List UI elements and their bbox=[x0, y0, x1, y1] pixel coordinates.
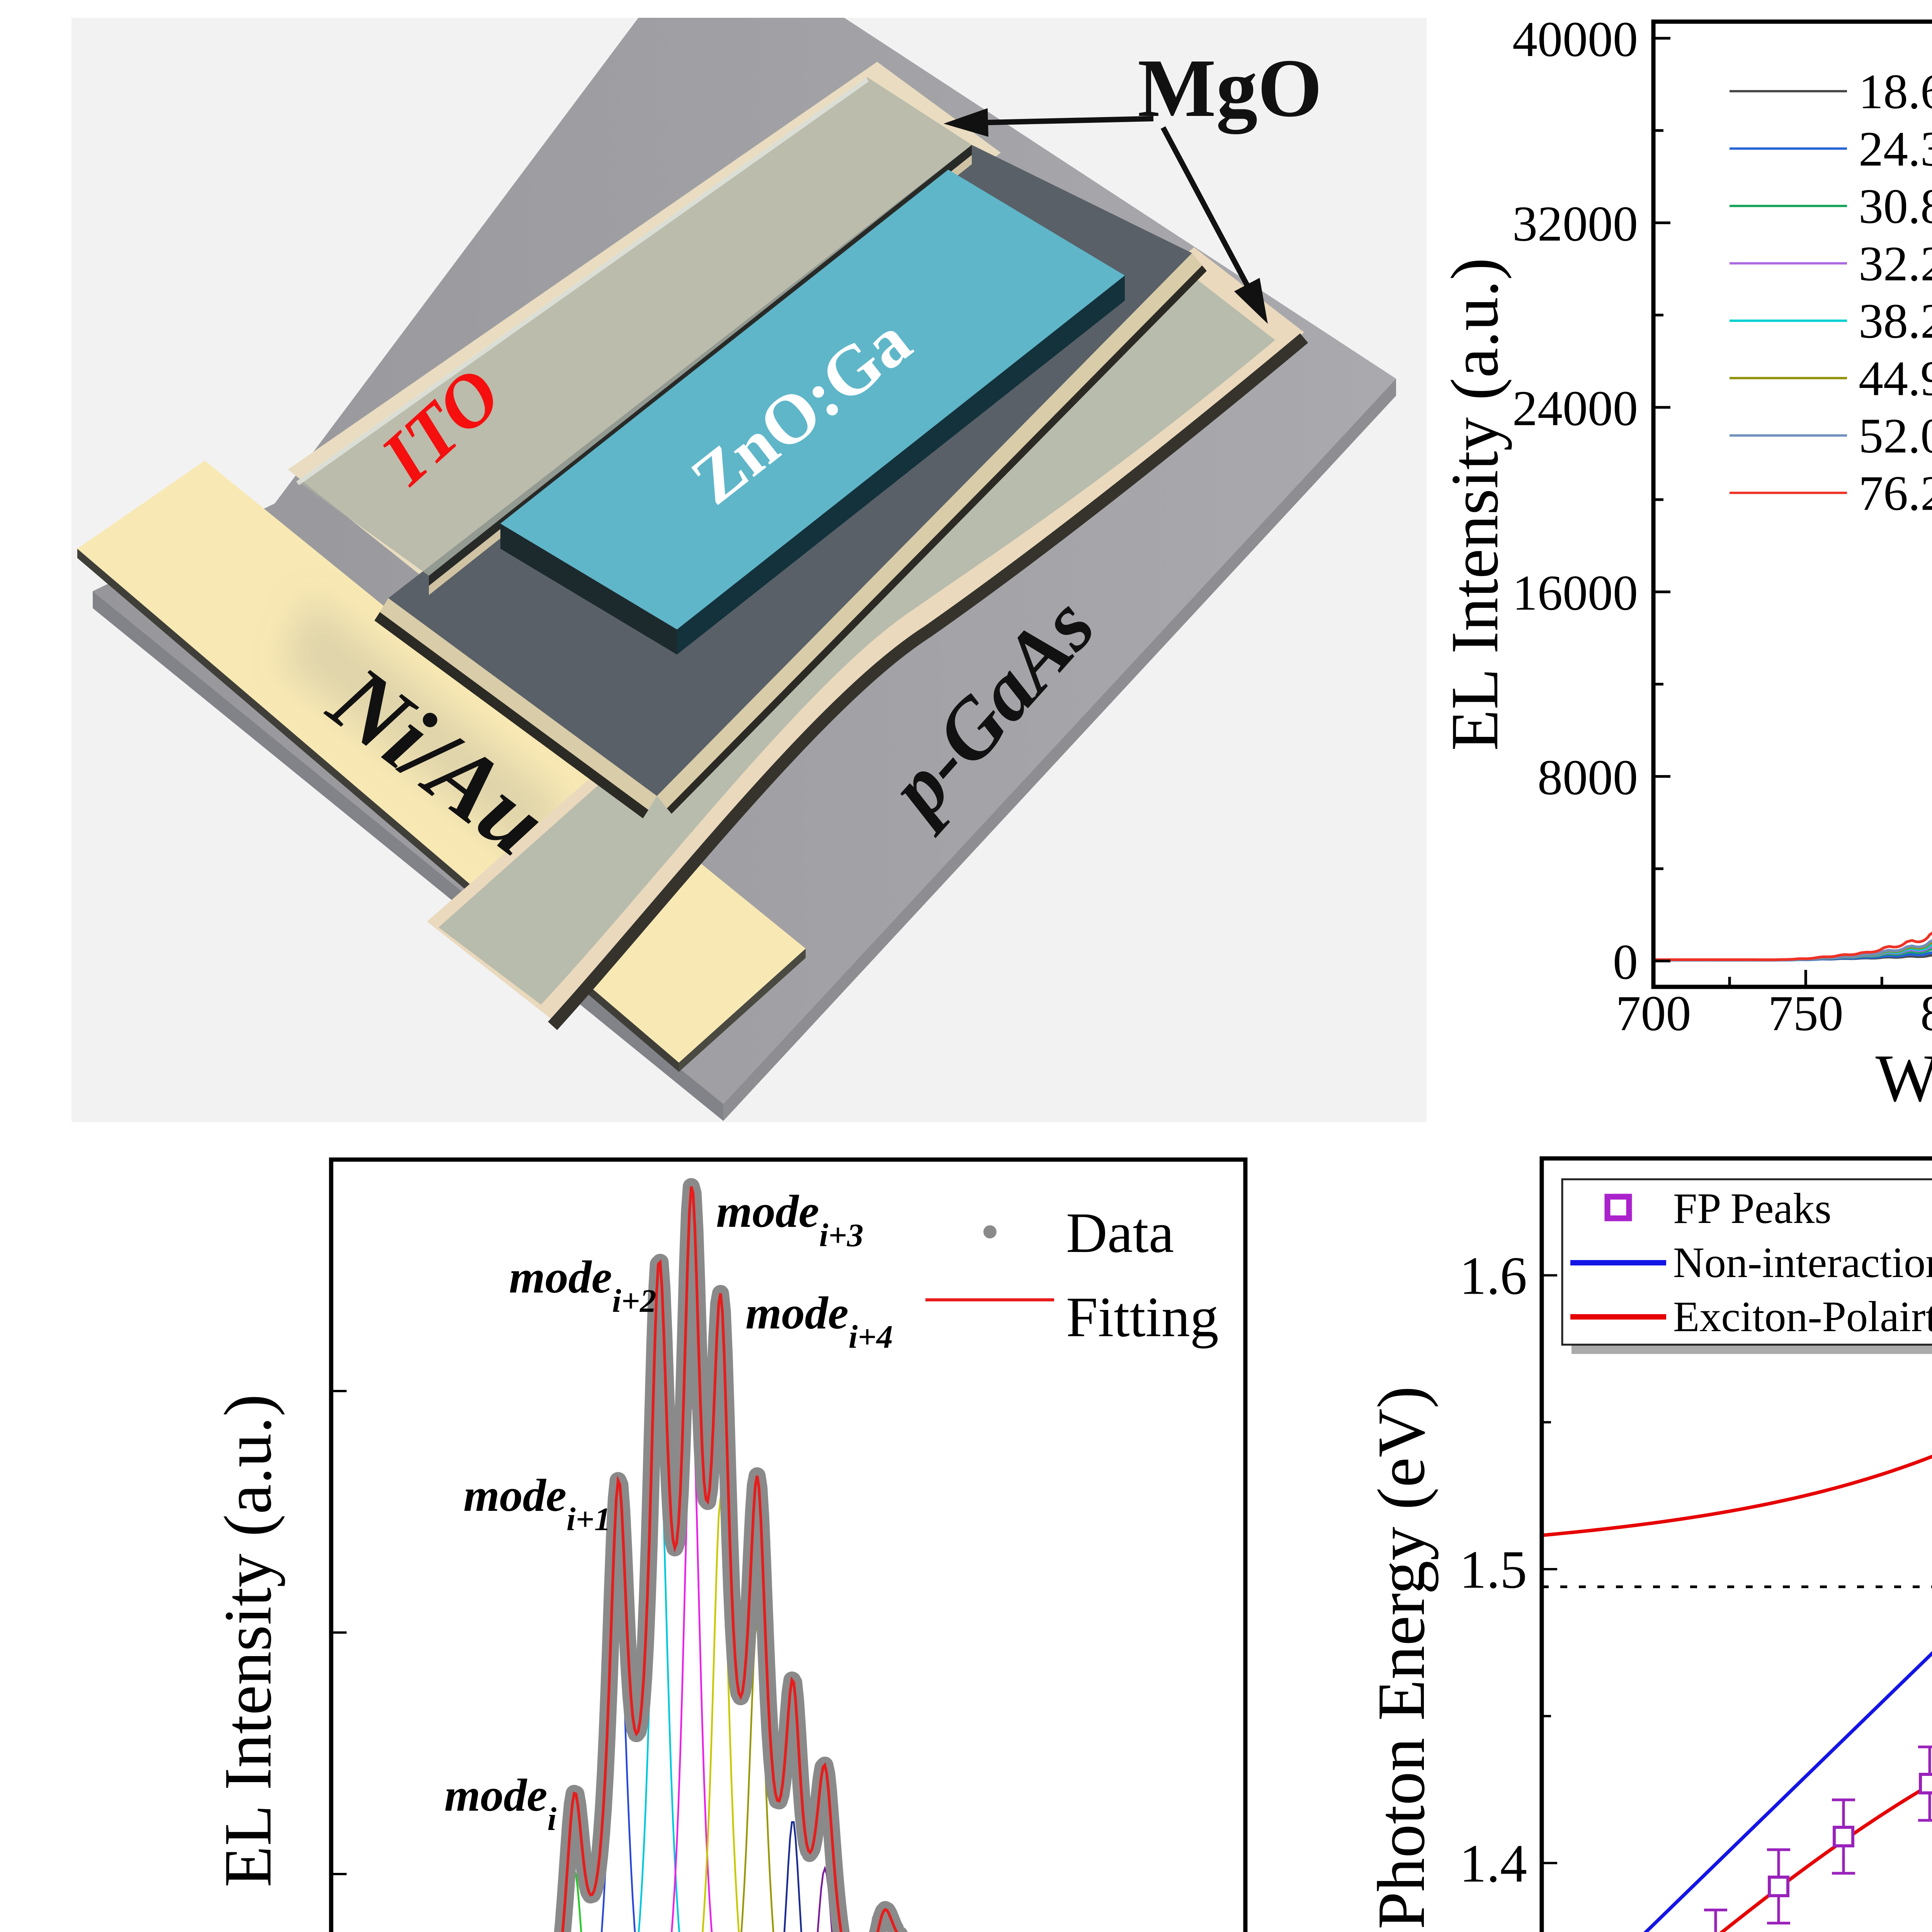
svg-text:EL Intensity (a.u.): EL Intensity (a.u.) bbox=[1437, 258, 1512, 751]
svg-text:FP Peaks: FP Peaks bbox=[1673, 1185, 1832, 1233]
svg-text:Photon Energy (eV): Photon Energy (eV) bbox=[1364, 1386, 1439, 1929]
svg-text:52.0 mA: 52.0 mA bbox=[1859, 408, 1932, 463]
svg-text:MgO: MgO bbox=[1138, 42, 1322, 134]
svg-text:750: 750 bbox=[1768, 986, 1844, 1041]
svg-text:1.5: 1.5 bbox=[1459, 1540, 1527, 1600]
svg-text:Data: Data bbox=[1066, 1201, 1174, 1265]
svg-text:Wavelength (nm): Wavelength (nm) bbox=[1876, 1041, 1932, 1116]
svg-text:Non-interaction: Non-interaction bbox=[1673, 1239, 1932, 1287]
svg-text:40000: 40000 bbox=[1512, 12, 1638, 67]
svg-text:EL Intensity (a.u.): EL Intensity (a.u.) bbox=[210, 1394, 285, 1887]
svg-text:24.3 mA: 24.3 mA bbox=[1859, 122, 1932, 177]
svg-text:24000: 24000 bbox=[1512, 381, 1638, 436]
svg-text:18.6 mA: 18.6 mA bbox=[1859, 64, 1932, 119]
svg-text:1.4: 1.4 bbox=[1459, 1834, 1527, 1894]
svg-text:30.8 mA: 30.8 mA bbox=[1859, 179, 1932, 234]
svg-text:76.2 mA: 76.2 mA bbox=[1859, 466, 1932, 521]
svg-text:32000: 32000 bbox=[1512, 196, 1638, 252]
svg-text:32.2 mA: 32.2 mA bbox=[1859, 236, 1932, 291]
svg-text:800: 800 bbox=[1920, 986, 1932, 1041]
svg-text:44.9 mA: 44.9 mA bbox=[1859, 351, 1932, 406]
svg-text:Fitting: Fitting bbox=[1066, 1286, 1219, 1349]
svg-text:0: 0 bbox=[1613, 934, 1638, 990]
svg-text:8000: 8000 bbox=[1537, 750, 1638, 805]
svg-text:Exciton-Polairton: Exciton-Polairton bbox=[1673, 1293, 1932, 1341]
svg-text:38.2 mA: 38.2 mA bbox=[1859, 294, 1932, 349]
svg-text:1.6: 1.6 bbox=[1459, 1246, 1527, 1306]
svg-text:16000: 16000 bbox=[1512, 565, 1638, 621]
svg-text:700: 700 bbox=[1616, 986, 1691, 1041]
